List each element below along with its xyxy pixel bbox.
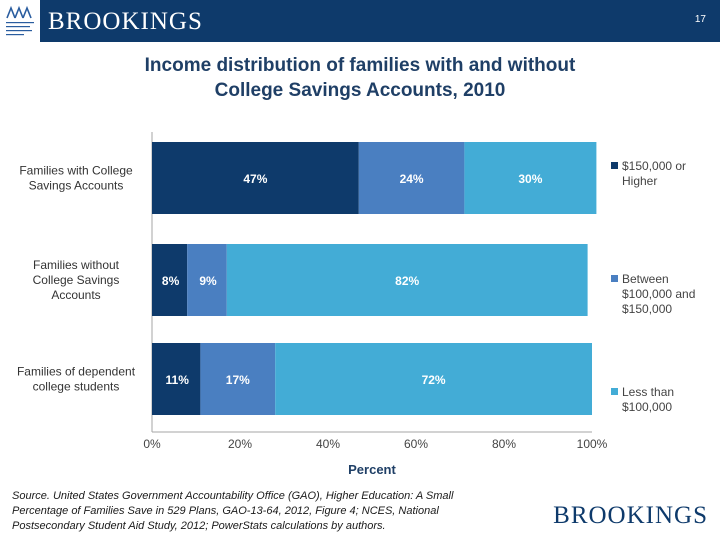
x-tick-label: 80% [492,437,516,451]
source-line-3: Postsecondary Student Aid Study, 2012; P… [12,520,386,532]
category-label: college students [33,380,120,394]
bar-data-label: 11% [166,373,190,387]
bar-data-label: 82% [395,274,419,288]
legend-swatch [611,162,618,169]
bar-segment [358,142,465,214]
legend-label: $100,000 [622,400,672,414]
bar-segment [152,343,201,415]
footer-brand-logo[interactable]: BROOKINGS [553,502,708,529]
brand-logo[interactable]: BROOKINGS [48,8,203,35]
legend-label: Less than [622,385,674,399]
bar-data-label: 17% [226,373,250,387]
bar-segment [152,244,188,316]
bar-segment [464,142,597,214]
legend-label: Higher [622,174,657,188]
bar-data-label: 9% [199,274,217,288]
header-bar: BROOKINGS 17 [0,0,720,42]
x-tick-label: 20% [228,437,252,451]
bar-data-label: 24% [400,172,424,186]
category-label: Accounts [51,288,100,302]
page-number: 17 [694,14,706,25]
x-axis-title: Percent [348,462,396,477]
x-tick-label: 40% [316,437,340,451]
chart-title-line-1: Income distribution of families with and… [144,55,576,76]
category-label: Families without [33,258,120,272]
source-note: Source. United States Government Account… [12,489,532,534]
source-line-1: Source. United States Government Account… [12,490,454,502]
category-label: Families with College [19,164,133,178]
legend-label: $150,000 or [622,159,686,173]
source-line-2: Percentage of Families Save in 529 Plans… [12,505,439,517]
center-logo [0,0,40,42]
category-label: Savings Accounts [29,179,124,193]
category-label: Families of dependent [17,365,136,379]
chart-title: Income distribution of families with and… [60,53,660,103]
family-logo-icon [6,5,34,36]
bar-segment [187,244,227,316]
x-tick-label: 60% [404,437,428,451]
x-tick-label: 100% [577,437,608,451]
bar-data-label: 8% [162,274,180,288]
legend-swatch [611,388,618,395]
bar-data-label: 47% [243,172,267,186]
category-label: College Savings [33,273,120,287]
bar-segment [275,343,592,415]
bar-segment [226,244,588,316]
x-tick-label: 0% [143,437,161,451]
chart-title-line-2: College Savings Accounts, 2010 [214,80,506,101]
bar-data-label: 72% [422,373,446,387]
legend-label: Between [622,272,669,286]
legend-label: $100,000 and [622,287,695,301]
legend-label: $150,000 [622,302,672,316]
bar-segment [200,343,276,415]
bar-segment [152,142,359,214]
legend-swatch [611,275,618,282]
bar-data-label: 30% [518,172,542,186]
